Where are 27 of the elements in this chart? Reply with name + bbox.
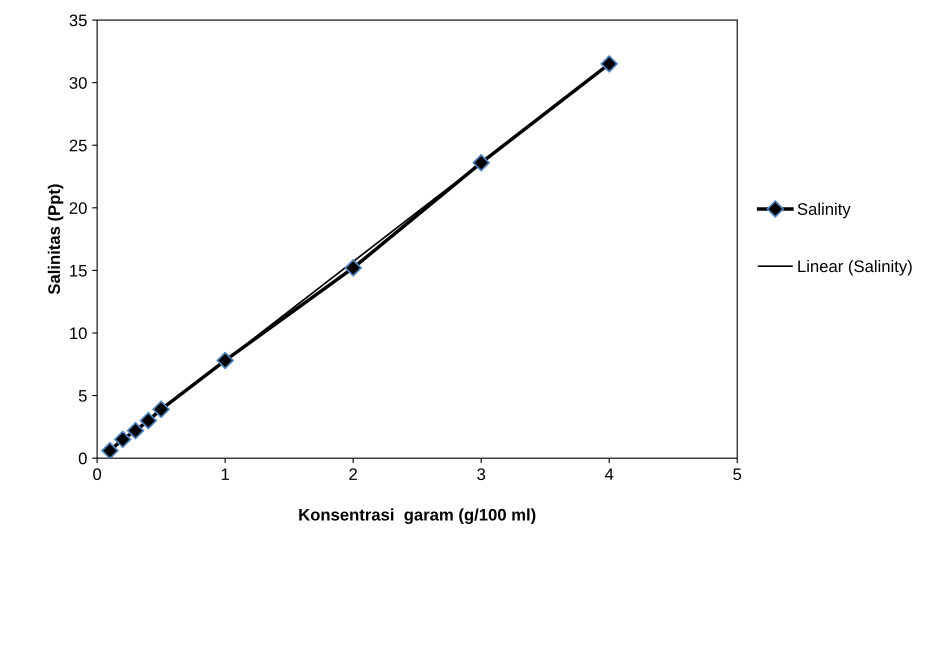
point (114, 430, 132, 448)
x-tick-label: 5 (733, 468, 742, 480)
legend-label: Linear (Salinity) (798, 260, 912, 276)
y-tick-label: 30 (70, 77, 87, 89)
point (344, 259, 362, 277)
y-tick-label: 20 (70, 202, 87, 214)
x-axis-title: Konsentrasi garam (g/100 ml) (299, 508, 536, 524)
x-tick-label: 2 (349, 468, 357, 480)
point (472, 154, 490, 172)
legend-label: Salinity (798, 202, 851, 218)
point (126, 422, 144, 440)
point (216, 352, 234, 370)
y-tick-label: 15 (70, 264, 87, 277)
point (101, 442, 119, 458)
point (600, 55, 618, 73)
point (152, 400, 170, 418)
y-tick-label: 25 (70, 140, 87, 152)
y-tick-label: 5 (78, 390, 87, 402)
point (140, 412, 158, 430)
x-tick-label: 0 (93, 468, 102, 480)
x-tick-label: 1 (222, 468, 229, 480)
y-tick-label: 10 (70, 327, 87, 340)
x-tick-label: 4 (604, 468, 614, 480)
y-tick-label: 0 (78, 452, 87, 464)
y-axis-title: Salinitas (Ppt) (48, 184, 64, 294)
y-tick-label: 35 (70, 14, 87, 26)
x-tick-label: 3 (477, 468, 486, 480)
